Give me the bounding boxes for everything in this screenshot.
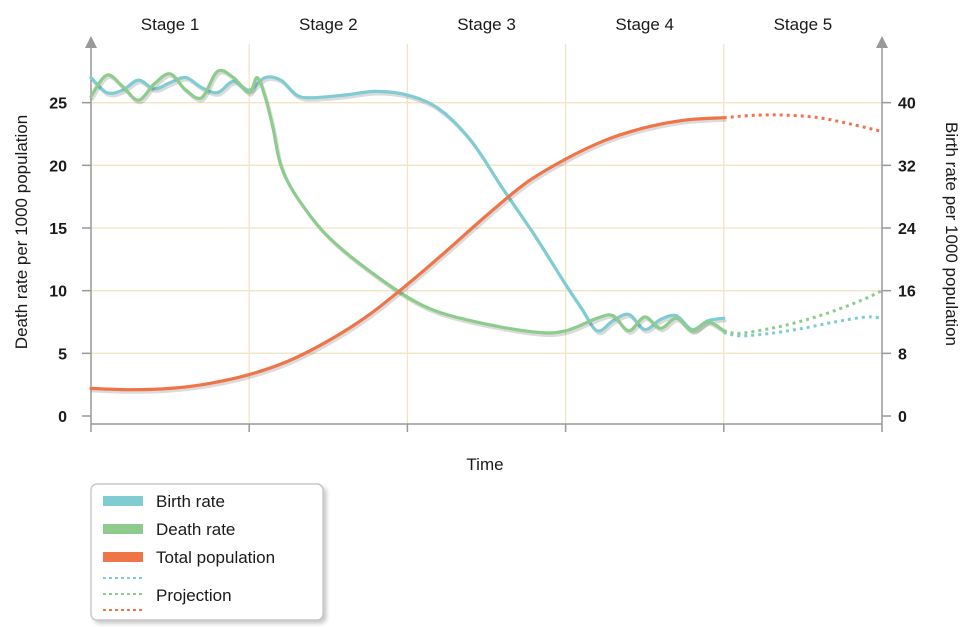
right-tick-label: 40	[898, 96, 916, 113]
projection-line	[723, 113, 883, 133]
legend-label: Projection	[156, 586, 232, 605]
right-tick-label: 32	[898, 158, 916, 175]
right-axis-ticks: 0 8 16 24 32 40	[882, 96, 916, 426]
stage-label: Stage 4	[615, 15, 674, 34]
left-tick-label: 5	[58, 346, 67, 363]
axes	[85, 36, 888, 432]
x-axis-title: Time	[466, 455, 503, 474]
projection-line	[723, 315, 883, 338]
right-tick-label: 24	[898, 221, 916, 238]
legend: Birth rate Death rate Total population Proj…	[90, 483, 324, 621]
right-axis-arrow-icon	[876, 36, 888, 48]
projection-line	[723, 289, 883, 335]
legend-label: Death rate	[156, 520, 235, 539]
left-tick-label: 0	[58, 409, 67, 426]
right-axis-title: Birth rate per 1000 population	[942, 122, 961, 346]
legend-label: Birth rate	[156, 492, 225, 511]
legend-swatch	[103, 496, 143, 506]
right-tick-label: 8	[898, 346, 907, 363]
grid	[91, 44, 882, 424]
left-axis-arrow-icon	[85, 36, 97, 48]
stage-label: Stage 5	[774, 15, 833, 34]
right-tick-label: 0	[898, 409, 907, 426]
left-axis-title: Death rate per 1000 population	[12, 115, 31, 349]
stage-label: Stage 3	[457, 15, 516, 34]
legend-swatch	[103, 552, 143, 562]
legend-box	[90, 483, 324, 621]
left-tick-label: 25	[49, 96, 67, 113]
right-tick-label: 16	[898, 284, 916, 301]
left-tick-label: 10	[49, 284, 67, 301]
left-axis-ticks: 0 5 10 15 20 25	[49, 96, 91, 426]
legend-swatch	[103, 524, 143, 534]
projection-layer	[723, 113, 883, 338]
series-death-rate	[89, 68, 727, 338]
stage-label: Stage 1	[141, 15, 200, 34]
series-birth-rate	[89, 75, 727, 336]
legend-label: Total population	[156, 548, 275, 567]
left-tick-label: 15	[49, 221, 67, 238]
series-layer	[89, 68, 727, 394]
stage-label: Stage 2	[299, 15, 358, 34]
stage-labels: Stage 1 Stage 2 Stage 3 Stage 4 Stage 5	[141, 15, 832, 34]
series-total-population	[89, 116, 727, 394]
left-tick-label: 20	[49, 158, 67, 175]
